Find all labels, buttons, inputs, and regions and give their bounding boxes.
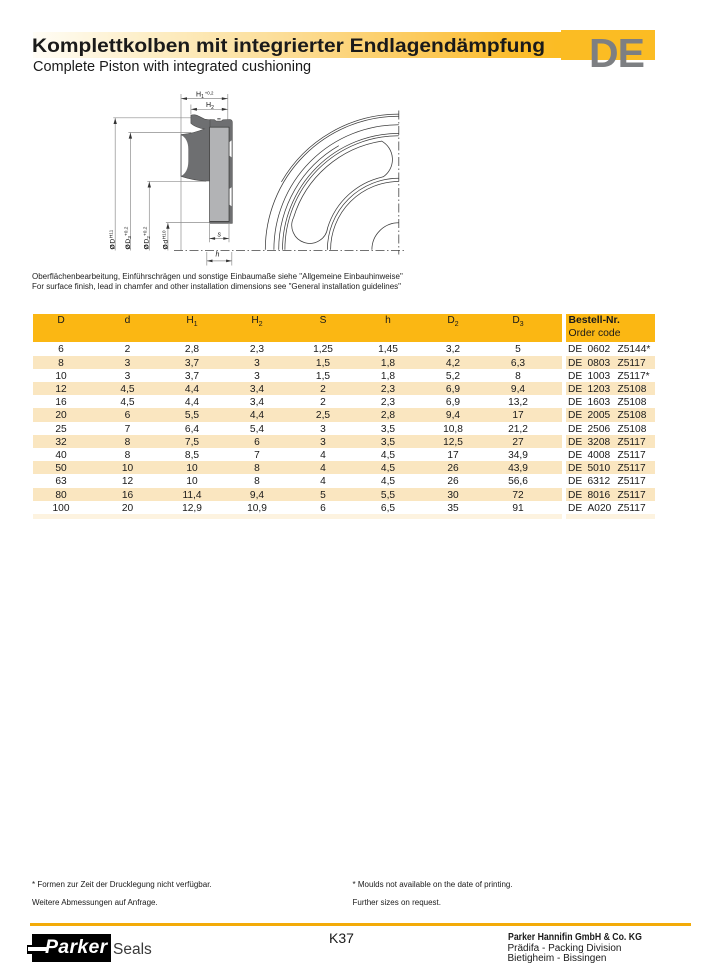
svg-text:s: s bbox=[217, 231, 221, 238]
svg-text:H1 +0,2: H1 +0,2 bbox=[196, 91, 214, 100]
svg-text:Ø d H10: Ø d H10 bbox=[161, 230, 169, 249]
svg-text:Ø D3+0,2: Ø D3+0,2 bbox=[124, 226, 134, 249]
svg-text:h: h bbox=[216, 252, 220, 259]
svg-text:H2: H2 bbox=[206, 102, 214, 111]
svg-text:Ø D2+0,2: Ø D2+0,2 bbox=[143, 226, 153, 249]
svg-text:Ø D H11: Ø D H11 bbox=[108, 229, 116, 249]
